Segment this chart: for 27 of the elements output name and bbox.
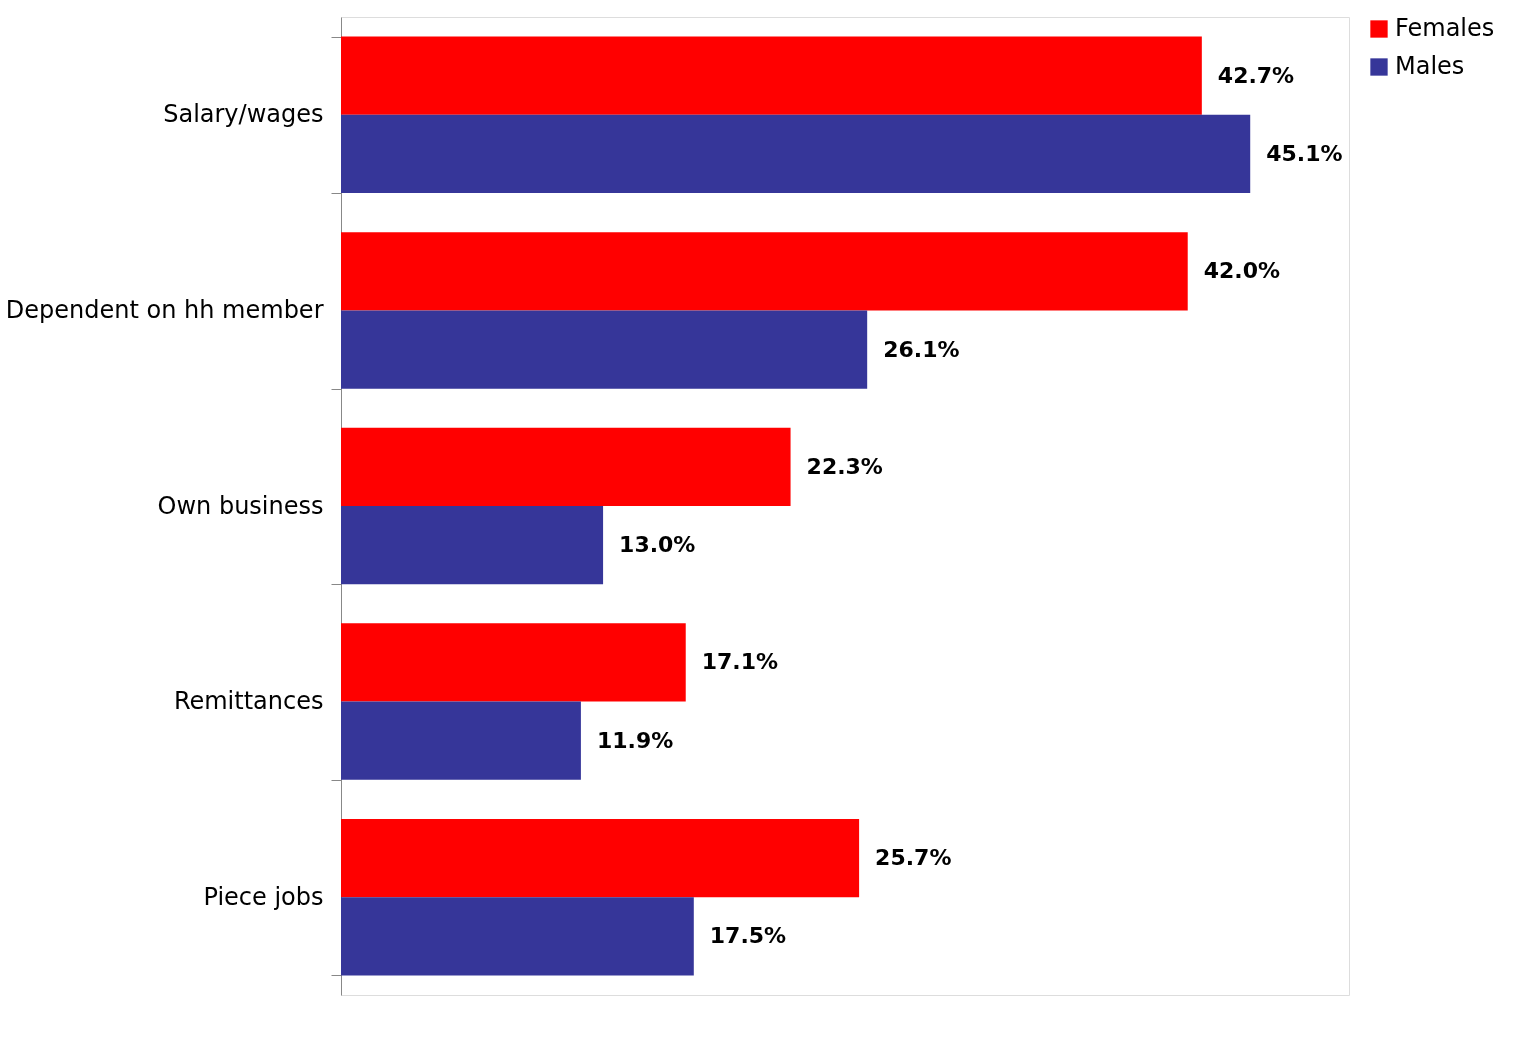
- data-label: 22.3%: [806, 453, 883, 479]
- bar: [341, 897, 694, 976]
- bar: [341, 623, 686, 702]
- y-tick-label: Salary/wages: [163, 100, 324, 129]
- bar: [341, 114, 1251, 194]
- data-label: 17.5%: [709, 923, 787, 949]
- legend-label: Males: [1395, 52, 1465, 80]
- data-label: 13.0%: [619, 532, 696, 558]
- data-label: 45.1%: [1266, 140, 1343, 166]
- data-label: 42.0%: [1203, 258, 1281, 284]
- bar: [341, 427, 791, 506]
- bar: [341, 506, 604, 585]
- y-tick-label: Piece jobs: [203, 882, 324, 911]
- y-tick-label: Dependent on hh member: [5, 295, 324, 324]
- data-label: 17.1%: [701, 649, 779, 675]
- bar: [341, 701, 581, 780]
- bar: [341, 818, 860, 898]
- data-label: 26.1%: [883, 336, 960, 362]
- data-label: 42.7%: [1217, 62, 1295, 88]
- bar: [341, 232, 1188, 311]
- data-label: 25.7%: [875, 845, 952, 871]
- y-tick-label: Remittances: [173, 687, 324, 716]
- bar: [341, 36, 1202, 115]
- y-tick-label: Own business: [157, 491, 324, 520]
- legend-label: Females: [1395, 14, 1495, 42]
- data-label: 11.9%: [596, 727, 674, 753]
- bar: [341, 310, 868, 389]
